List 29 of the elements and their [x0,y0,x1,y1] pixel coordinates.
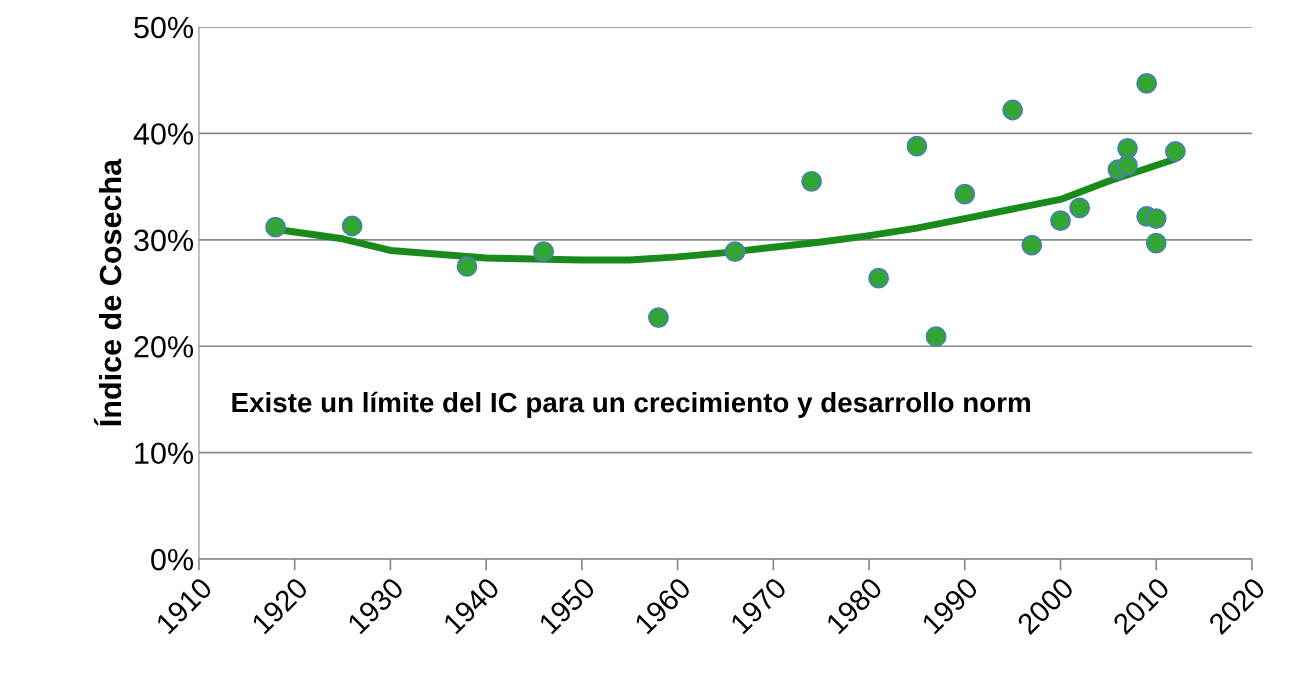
point [724,241,746,262]
point [533,241,554,262]
point [954,183,976,205]
y-axis-title: Índice de Cosecha [93,158,122,426]
point [906,135,928,157]
point [801,170,823,192]
point [1050,210,1071,232]
y-tick-label: 10% [135,442,194,465]
point [868,267,890,289]
point [1136,72,1158,94]
point [1069,197,1091,219]
y-tick-label: 20% [134,336,194,358]
point [1145,208,1167,229]
point [341,215,363,237]
point [925,326,947,348]
point [1002,99,1024,121]
point [1117,154,1138,176]
point [648,307,669,328]
y-tick-label: 0% [151,548,194,571]
point [456,256,478,277]
point [265,216,286,238]
point [1021,234,1043,256]
point [1117,137,1138,159]
y-tick-label: 30% [134,229,194,252]
point [1164,141,1186,162]
point [1145,232,1167,254]
y-tick-label: 40% [133,123,194,145]
annotation: Existe un límite del IC para un crecimiento y desarrollo norm [232,391,1030,418]
y-tick-label: 50% [134,16,194,39]
